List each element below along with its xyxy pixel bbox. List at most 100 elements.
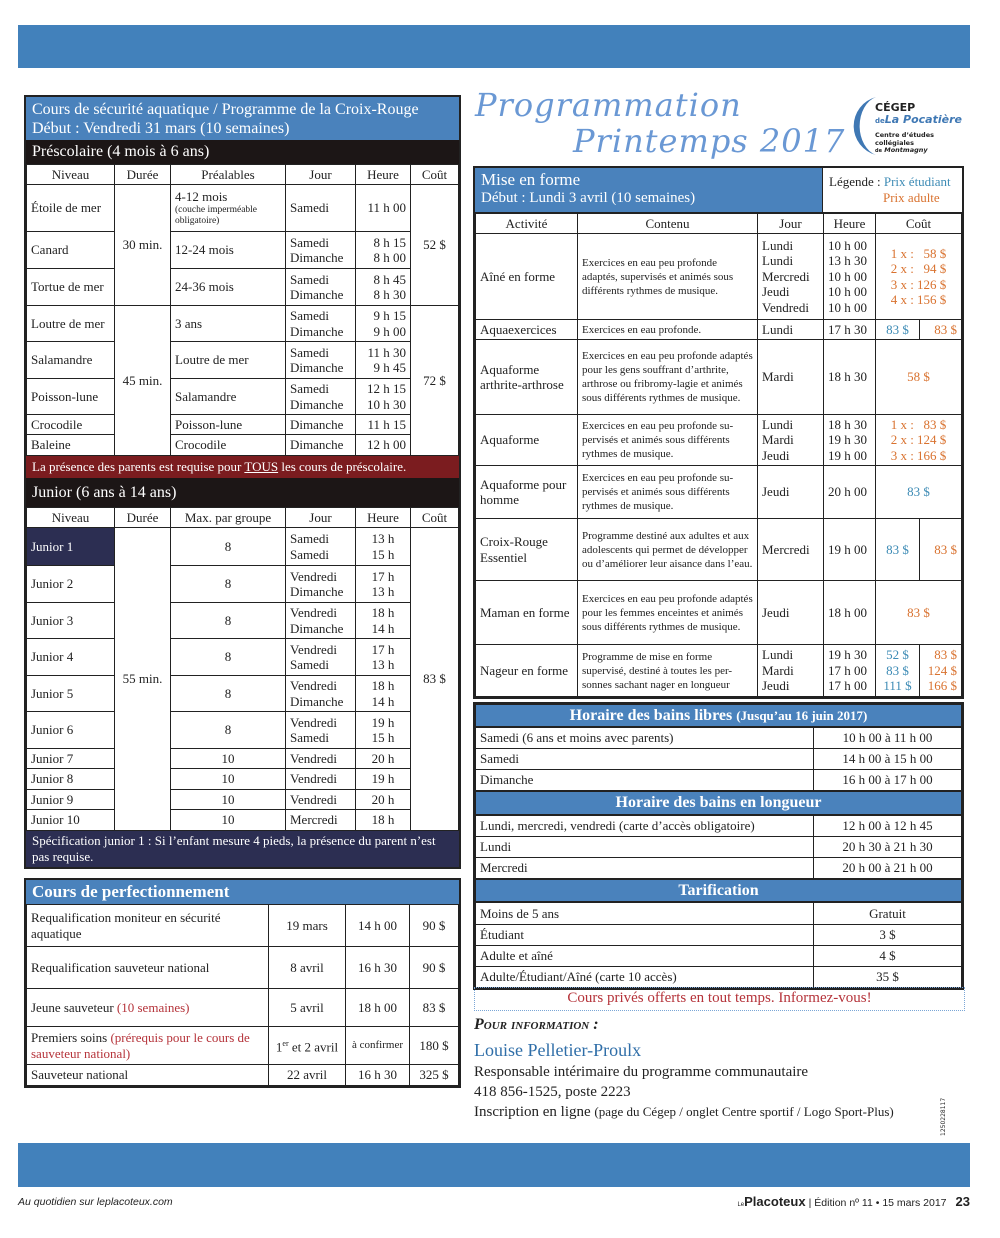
date-superscript: er	[282, 1039, 289, 1049]
course-cell: Requalification moniteur en sécurité aqu…	[26, 904, 269, 947]
contact-role: Responsable intérimaire du programme com…	[474, 1064, 809, 1080]
time-cell: 19 h 00	[823, 518, 876, 581]
table-row: Adulte/Étudiant/Aîné (carte 10 accès) 35 …	[475, 966, 962, 988]
table-row: Requalification moniteur en sécurité aqu…	[26, 904, 459, 947]
schedule-title-text: Horaire des bains en longueur	[615, 794, 822, 811]
junior-section-title: Junior (6 ans à 14 ans)	[26, 478, 459, 507]
content-cell: Exercices en eau profonde.	[577, 319, 758, 340]
level-cell: Junior 7	[26, 748, 115, 769]
footer-right: Le Placoteux | Édition nº 11 • 15 mars 2017…	[737, 1194, 970, 1209]
info-heading: Pour information	[474, 1016, 590, 1033]
day-cell: Mardi	[757, 339, 824, 415]
table-row: Junior 3 8 Vendredi Dimanche 18 h 14 h	[26, 602, 459, 639]
content-cell: Exercices en eau peu profonde adaptés po…	[577, 339, 758, 415]
content-cell: Programme de mise en forme supervisé, de…	[577, 644, 758, 697]
schedule-value-cell: 20 h 30 à 21 h 30	[813, 836, 962, 858]
level-cell: Canard	[26, 231, 115, 269]
prerequisite-text: 4-12 mois	[175, 189, 228, 205]
table-row: Canard 12-24 mois Samedi Dimanche 8 h 15 8 …	[26, 231, 459, 269]
schedule-label-cell: Lundi	[475, 836, 814, 858]
activity-cell: Maman en forme	[475, 580, 578, 645]
prerequisite-cell: 4-12 mois (couche imperméable obligatoire…	[170, 184, 286, 232]
max-group-cell: 8	[170, 638, 286, 676]
cost-cell: 83 $	[409, 988, 459, 1027]
time-cell: 13 h 15 h	[355, 527, 411, 566]
content-cell: Exercices en eau peu profonde adaptés, s…	[577, 233, 758, 320]
table-row: Poisson-lune Salamandre Samedi Dimanche 12 …	[26, 378, 459, 415]
schedule-value-cell: Gratuit	[813, 902, 962, 925]
course-cell: Sauveteur national	[26, 1064, 269, 1086]
activity-cell: Aquaexercices	[475, 319, 578, 340]
time-cell: 19 h 30 17 h 00 17 h 00	[823, 644, 876, 697]
table-row: Croix-Rouge Essentiel Programme destiné a…	[475, 518, 962, 581]
activity-cell: Aquaforme	[475, 414, 578, 466]
cegep-logo: CÉGEP deLa Pocatière Centre d’études col…	[842, 95, 967, 157]
table-row: Junior 5 8 Vendredi Dimanche 18 h 14 h	[26, 675, 459, 712]
course-name: Requalification sauveteur national	[31, 959, 210, 975]
table-row: Moins de 5 ans Gratuit	[475, 902, 962, 925]
prerequisite-cell: Poisson-lune	[170, 414, 286, 435]
prerequisite-note: (couche imperméable obligatoire)	[175, 204, 258, 226]
column-header: Jour	[285, 164, 356, 185]
footer-left: Au quotidien sur leplacoteux.com	[18, 1196, 173, 1208]
schedule-value-cell: 4 $	[813, 945, 962, 967]
level-cell: Baleine	[26, 434, 115, 456]
schedule-label-cell: Adulte/Étudiant/Aîné (carte 10 accès)	[475, 966, 814, 988]
table-header-row: Niveau Durée Préalables Jour Heure Coût	[26, 164, 459, 185]
prerequisite-text: Crocodile	[175, 437, 227, 453]
duration-cell: 55 min.	[114, 527, 171, 831]
time-cell: 18 h 00	[345, 988, 410, 1027]
logo-la-pocatiere: La Pocatière	[884, 113, 962, 126]
time-cell: 11 h 00	[355, 184, 411, 232]
schedule-value-cell: 35 $	[813, 966, 962, 988]
schedule-title: Tarification	[475, 879, 962, 902]
time-cell: 18 h 30 19 h 30 19 h 00	[823, 414, 876, 466]
prerequisite-cell: Loutre de mer	[170, 341, 286, 379]
contact-info: Pour information : Louise Pelletier-Prou…	[474, 1015, 954, 1122]
date-cell: 1er et 2 avril	[268, 1026, 346, 1065]
logo-centre: Centre d’études collégiales	[875, 131, 934, 147]
date-cell: 5 avril	[268, 988, 346, 1027]
level-cell: Junior 1	[26, 527, 115, 566]
prerequisite-text: 3 ans	[175, 315, 203, 331]
activity-cell: Aîné en forme	[475, 233, 578, 320]
price-legend: Légende : Prix étudiant Prix adulte	[822, 168, 962, 212]
prerequisite-text: 12-24 mois	[175, 242, 234, 258]
schedule-title-text: Tarification	[678, 882, 759, 899]
day-cell: Lundi	[757, 319, 824, 340]
course-cell: Requalification sauveteur national	[26, 946, 269, 989]
level-cell: Étoile de mer	[26, 184, 115, 232]
table-row: Junior 6 8 Vendredi Samedi 19 h 15 h	[26, 711, 459, 749]
time-cell: 16 h 30	[345, 946, 410, 989]
cost-cell: 90 $	[409, 946, 459, 989]
table-row: Crocodile Poisson-lune Dimanche 11 h 15	[26, 414, 459, 435]
day-cell: Vendredi	[285, 789, 356, 810]
time-cell: 11 h 15	[355, 414, 411, 435]
course-name: Sauveteur national	[31, 1067, 129, 1083]
schedule-label-cell: Adulte et aîné	[475, 945, 814, 967]
cost-cell: 83 $	[410, 527, 459, 831]
signup-text: Inscription en ligne	[474, 1104, 595, 1120]
table-row: Loutre de mer 45 min. 3 ans Samedi Dimanche…	[26, 305, 459, 456]
time-cell: 11 h 30 9 h 45	[355, 341, 411, 379]
day-cell: Vendredi Dimanche	[285, 602, 356, 639]
max-group-cell: 10	[170, 809, 286, 831]
table-row: Junior 1 55 min. 8 Samedi Samedi 13 h 15 h 83…	[26, 527, 459, 831]
prerequisite-cell: Salamandre	[170, 378, 286, 415]
junior-table: Niveau Durée Max. par groupe Jour Heure Coût J…	[26, 507, 459, 831]
max-group-cell: 8	[170, 565, 286, 603]
level-cell: Salamandre	[26, 341, 115, 379]
day-cell: Mercredi	[285, 809, 356, 831]
table-row: Junior 4 8 Vendredi Samedi 17 h 13 h	[26, 638, 459, 676]
legend-student-price: Prix étudiant	[883, 174, 951, 189]
time-cell: 9 h 15 9 h 00	[355, 305, 411, 342]
column-header: Préalables	[170, 164, 286, 185]
duration-cell: 30 min.	[114, 184, 171, 306]
column-header: Heure	[355, 507, 411, 528]
day-cell: Samedi Dimanche	[285, 341, 356, 379]
course-note: (10 semaines)	[116, 999, 190, 1015]
date-cell: 8 avril	[268, 946, 346, 989]
activity-cell: Aquaforme arthrite-arthrose	[475, 339, 578, 415]
mise-en-forme-title: Mise en forme	[481, 170, 581, 189]
time-cell: 18 h 00	[823, 580, 876, 645]
